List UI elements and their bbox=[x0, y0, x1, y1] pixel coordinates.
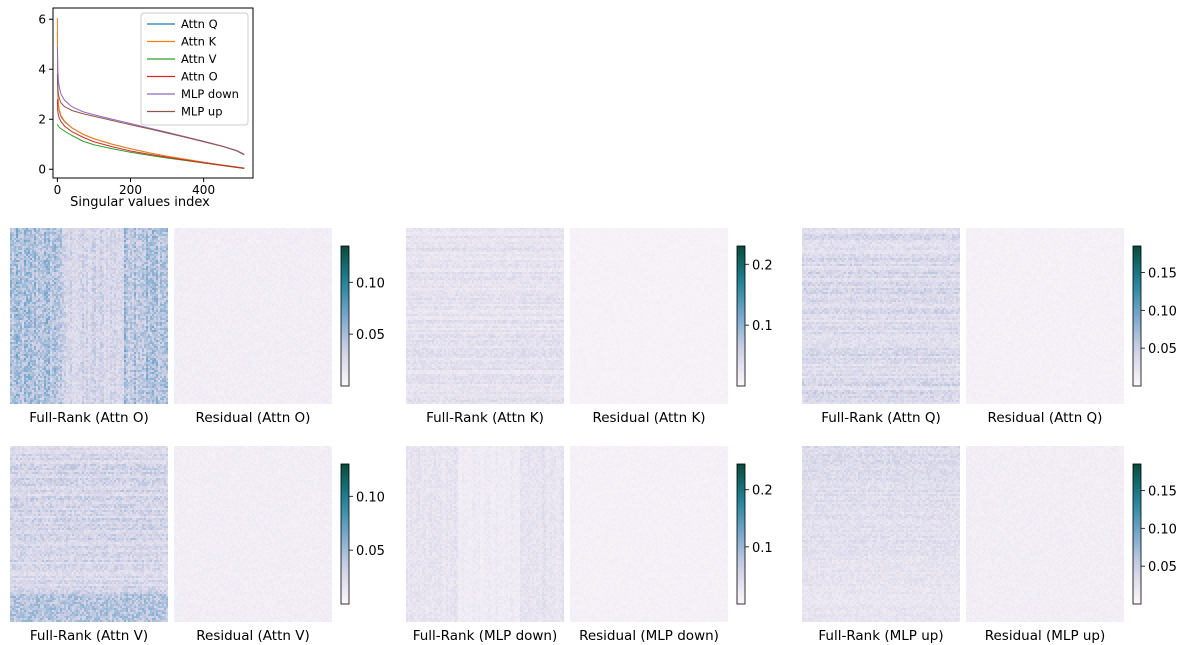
heatmap-title: Residual (MLP down) bbox=[579, 628, 719, 644]
x-tick-label: 200 bbox=[119, 183, 142, 197]
series-line-attn-v bbox=[56, 124, 245, 169]
heatmap-title: Full-Rank (Attn O) bbox=[29, 410, 149, 426]
x-tick-label: 400 bbox=[192, 183, 215, 197]
x-tick-label: 0 bbox=[54, 183, 62, 197]
legend-label: Attn K bbox=[181, 35, 217, 49]
heatmap-title: Residual (Attn Q) bbox=[988, 410, 1103, 426]
heatmap-panel bbox=[802, 446, 960, 622]
heatmap-panel bbox=[570, 228, 728, 404]
heatmap-panel bbox=[406, 446, 564, 622]
series-line-attn-o bbox=[56, 99, 245, 169]
legend: Attn Q Attn K Attn V Attn O MLP down MLP up bbox=[140, 12, 249, 126]
heatmap-group-attn-o: Full-Rank (Attn O) Residual (Attn O) 0.05 0… bbox=[10, 228, 385, 426]
heatmap-panel bbox=[174, 446, 332, 622]
colorbar-tick-label: 0.15 bbox=[1148, 266, 1177, 281]
colorbar-tick-label: 0.2 bbox=[752, 258, 773, 273]
colorbar-tick-label: 0.2 bbox=[752, 484, 773, 499]
heatmap-panel bbox=[10, 228, 168, 404]
colorbar-tick-label: 0.10 bbox=[1148, 304, 1177, 319]
heatmap-panel bbox=[10, 446, 168, 622]
colorbar-tick-label: 0.1 bbox=[752, 319, 773, 334]
legend-label: MLP up bbox=[181, 105, 223, 119]
series-lines bbox=[56, 17, 245, 169]
colorbar-tick-label: 0.05 bbox=[1148, 342, 1177, 357]
heatmap-grid: Full-Rank (Attn O) Residual (Attn O) 0.05 0… bbox=[10, 228, 1177, 644]
heatmap-title: Full-Rank (MLP up) bbox=[818, 628, 943, 644]
heatmap-group-attn-k: Full-Rank (Attn K) Residual (Attn K) 0.1 0.… bbox=[406, 228, 773, 426]
colorbar-tick-label: 0.05 bbox=[356, 328, 385, 343]
heatmap-title: Full-Rank (Attn K) bbox=[426, 410, 544, 426]
colorbar bbox=[340, 245, 350, 387]
legend-label: MLP down bbox=[181, 87, 239, 101]
plot-frame bbox=[52, 7, 254, 179]
colorbar bbox=[1132, 245, 1142, 387]
heatmap-group-mlp-up: Full-Rank (MLP up) Residual (MLP up) 0.05 0… bbox=[802, 446, 1177, 644]
heatmap-panel bbox=[966, 446, 1124, 622]
y-tick-label: 6 bbox=[38, 12, 46, 26]
singular-values-chart: 0 200 400 0 2 4 6 Singular values index Attn … bbox=[38, 7, 254, 210]
heatmap-title: Full-Rank (Attn V) bbox=[30, 628, 148, 644]
colorbar-tick-label: 0.15 bbox=[1148, 484, 1177, 499]
legend-label: Attn O bbox=[181, 70, 218, 84]
heatmap-title: Residual (Attn K) bbox=[592, 410, 705, 426]
heatmap-panel bbox=[406, 228, 564, 404]
y-tick-label: 2 bbox=[38, 112, 46, 126]
colorbar-tick-label: 0.1 bbox=[752, 541, 773, 556]
colorbar bbox=[736, 245, 746, 387]
heatmap-group-attn-v: Full-Rank (Attn V) Residual (Attn V) 0.05 0… bbox=[10, 446, 385, 644]
legend-label: Attn Q bbox=[181, 17, 218, 31]
heatmap-title: Residual (MLP up) bbox=[985, 628, 1106, 644]
heatmap-panel bbox=[802, 228, 960, 404]
y-tick-label: 0 bbox=[38, 162, 46, 176]
heatmap-panel bbox=[966, 228, 1124, 404]
colorbar bbox=[340, 463, 350, 605]
heatmap-panel bbox=[174, 228, 332, 404]
heatmap-group-attn-q: Full-Rank (Attn Q) Residual (Attn Q) 0.05 0… bbox=[802, 228, 1177, 426]
colorbar-tick-label: 0.05 bbox=[1148, 560, 1177, 575]
colorbar-tick-label: 0.10 bbox=[356, 490, 385, 505]
colorbar bbox=[736, 463, 746, 605]
y-axis-ticks: 0 2 4 6 bbox=[38, 12, 53, 176]
heatmap-title: Full-Rank (MLP down) bbox=[413, 628, 558, 644]
heatmap-group-mlp-down: Full-Rank (MLP down) Residual (MLP down) 0… bbox=[406, 446, 773, 644]
colorbar-tick-label: 0.10 bbox=[356, 276, 385, 291]
colorbar bbox=[1132, 463, 1142, 605]
series-line-mlp-up bbox=[56, 74, 245, 156]
legend-entries: Attn Q Attn K Attn V Attn O MLP down MLP up bbox=[147, 17, 239, 119]
heatmap-title: Residual (Attn O) bbox=[196, 410, 311, 426]
y-tick-label: 4 bbox=[38, 62, 46, 76]
colorbar-tick-label: 0.05 bbox=[356, 544, 385, 559]
heatmap-title: Residual (Attn V) bbox=[196, 628, 310, 644]
heatmap-panel bbox=[570, 446, 728, 622]
x-axis-ticks: 0 200 400 bbox=[54, 178, 215, 197]
x-axis-label: Singular values index bbox=[70, 195, 210, 210]
legend-label: Attn V bbox=[181, 52, 217, 66]
colorbar-tick-label: 0.10 bbox=[1148, 522, 1177, 537]
heatmap-title: Full-Rank (Attn Q) bbox=[821, 410, 941, 426]
